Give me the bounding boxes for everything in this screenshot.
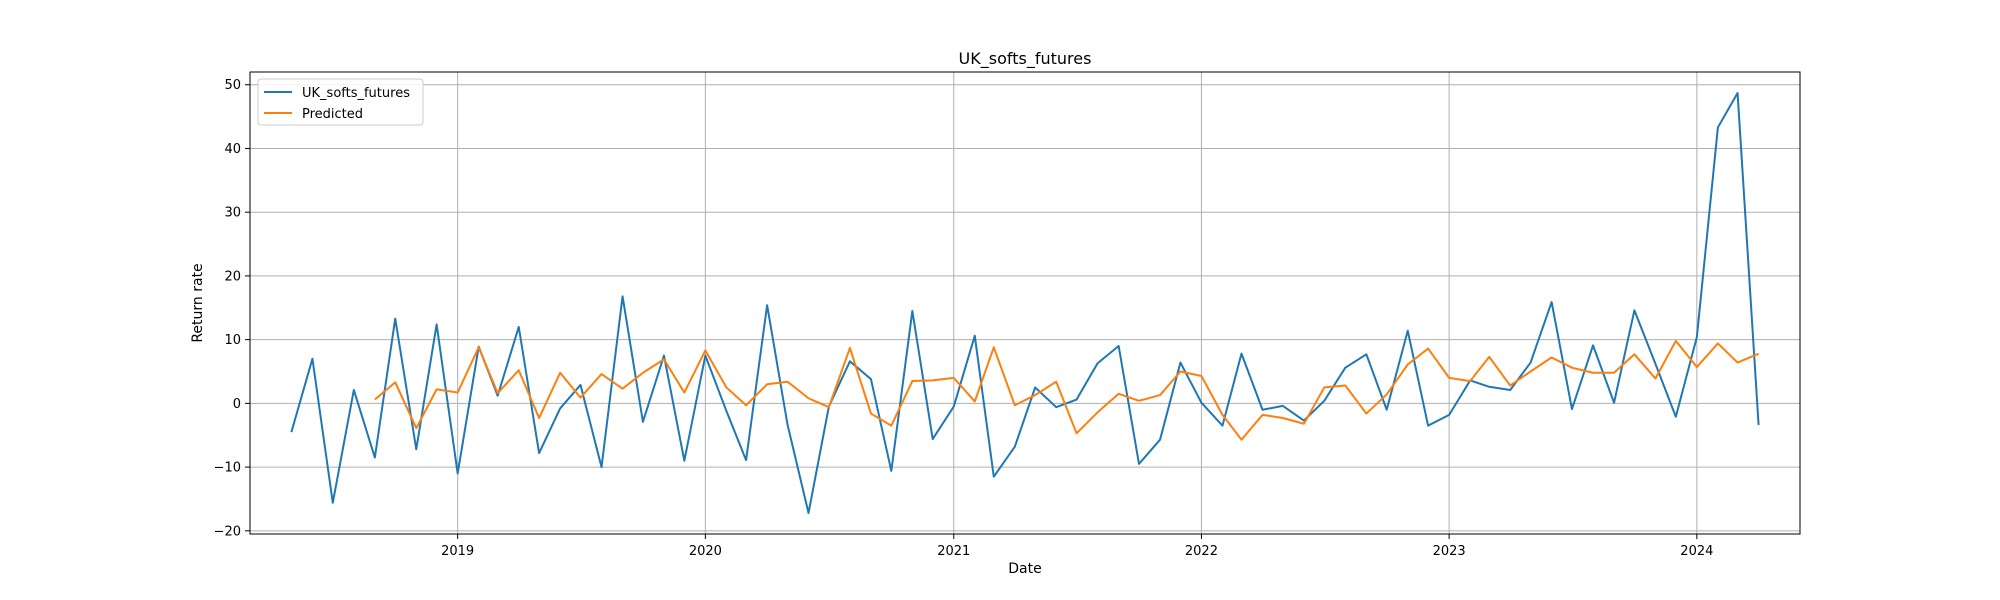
x-tick-label: 2023 bbox=[1433, 544, 1466, 559]
legend-label-uk-softs-futures: UK_softs_futures bbox=[302, 86, 410, 101]
series-lines bbox=[290, 92, 1760, 514]
y-tick-label: 10 bbox=[224, 333, 241, 348]
y-tick-label: 20 bbox=[224, 269, 241, 284]
grid bbox=[250, 72, 1800, 534]
x-tick-label: 2021 bbox=[937, 544, 970, 559]
y-tick-label: 40 bbox=[224, 142, 241, 157]
y-tick-label: 0 bbox=[233, 397, 241, 412]
y-tick-label: −10 bbox=[214, 461, 241, 476]
legend-label-predicted: Predicted bbox=[302, 107, 363, 122]
series-line-uk-softs-futures bbox=[290, 92, 1760, 514]
x-axis-label: Date bbox=[1008, 561, 1041, 577]
y-tick-label: −20 bbox=[214, 524, 241, 539]
x-tick-label: 2020 bbox=[689, 544, 722, 559]
legend-box bbox=[257, 78, 424, 126]
y-tick-label: 50 bbox=[224, 78, 241, 93]
plot-frame bbox=[249, 71, 1801, 535]
chart-title: UK_softs_futures bbox=[959, 49, 1092, 69]
y-axis-label: Return rate bbox=[190, 263, 206, 342]
legend: UK_softs_futures Predicted bbox=[257, 78, 424, 126]
y-tick-label: 30 bbox=[224, 206, 241, 221]
x-tick-label: 2019 bbox=[441, 544, 474, 559]
axis-ticks: −20 −10 0 10 20 30 40 50 2019 2020 2021 2022 2023 202… bbox=[214, 78, 1714, 559]
x-tick-label: 2024 bbox=[1680, 544, 1713, 559]
series-line-predicted bbox=[374, 339, 1759, 441]
x-tick-label: 2022 bbox=[1185, 544, 1218, 559]
